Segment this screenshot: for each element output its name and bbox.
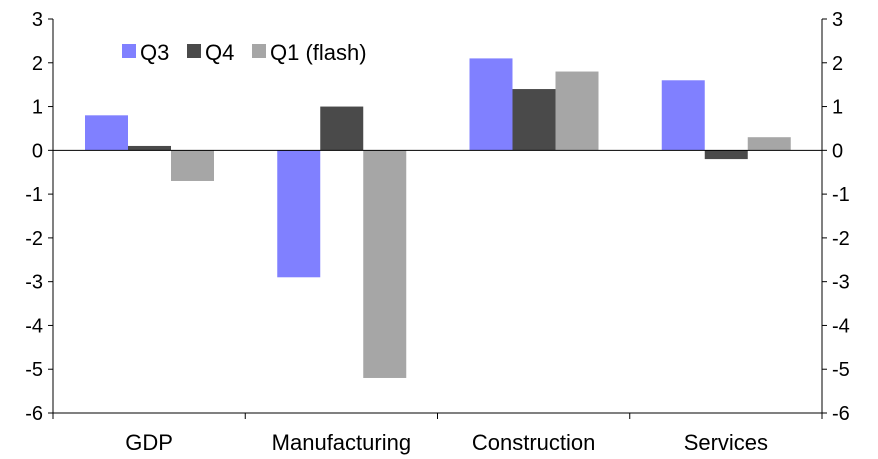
- category-label: GDP: [125, 430, 173, 455]
- bar-construction-q1-flash: [555, 71, 599, 151]
- y-tick-label-left: 1: [32, 97, 43, 119]
- y-tick-label-left: -5: [25, 359, 43, 381]
- legend-label: Q3: [140, 40, 169, 65]
- y-tick-label-right: -2: [832, 228, 850, 250]
- bar-services-q4: [704, 150, 748, 160]
- bar-manufacturing-q3: [277, 150, 321, 278]
- right-y-axis: 3 2 1 0 -1 -2 -3 -4 -5 -6: [822, 9, 850, 425]
- bar-gdp-q1-flash: [171, 150, 214, 181]
- bar-gdp-q3: [85, 115, 128, 151]
- legend-swatch: [187, 44, 201, 58]
- axes-layer: [52, 19, 823, 419]
- legend-label: Q1 (flash): [270, 40, 367, 65]
- y-tick-label-left: -6: [25, 403, 43, 425]
- y-tick-label-left: -2: [25, 228, 43, 250]
- y-tick-label-left: -1: [25, 184, 43, 206]
- category-label: Construction: [472, 430, 596, 455]
- y-tick-label-right: 2: [832, 53, 843, 75]
- bar-gdp-q4: [128, 145, 171, 151]
- y-tick-label-right: -6: [832, 403, 850, 425]
- bar-manufacturing-q1-flash: [363, 150, 407, 378]
- y-tick-label-left: 2: [32, 53, 43, 75]
- y-tick-label-left: 3: [32, 9, 43, 31]
- left-y-axis: 3 2 1 0 -1 -2 -3 -4 -5 -6: [25, 9, 53, 425]
- bar-construction-q3: [469, 58, 513, 151]
- bar-services-q3: [661, 80, 705, 151]
- legend-swatch: [122, 44, 136, 58]
- bar-manufacturing-q4: [320, 106, 364, 151]
- y-tick-label-left: 0: [32, 140, 43, 162]
- y-tick-label-right: -1: [832, 184, 850, 206]
- y-tick-label-right: 0: [832, 140, 843, 162]
- legend-label: Q4: [205, 40, 234, 65]
- y-tick-label-right: -5: [832, 359, 850, 381]
- y-tick-label-right: -3: [832, 272, 850, 294]
- bar-construction-q4: [512, 89, 556, 151]
- category-label: Services: [684, 430, 768, 455]
- bar-services-q1-flash: [747, 137, 791, 151]
- y-tick-label-right: 1: [832, 97, 843, 119]
- legend: Q3 Q4 Q1 (flash): [122, 40, 367, 65]
- y-tick-label-right: -4: [832, 315, 850, 337]
- y-tick-label-right: 3: [832, 9, 843, 31]
- y-tick-label-left: -4: [25, 315, 43, 337]
- category-label: Manufacturing: [272, 430, 411, 455]
- x-axis-categories: GDP Manufacturing Construction Services: [125, 430, 768, 455]
- y-tick-label-left: -3: [25, 272, 43, 294]
- bars-layer: [85, 58, 791, 378]
- legend-swatch: [252, 44, 266, 58]
